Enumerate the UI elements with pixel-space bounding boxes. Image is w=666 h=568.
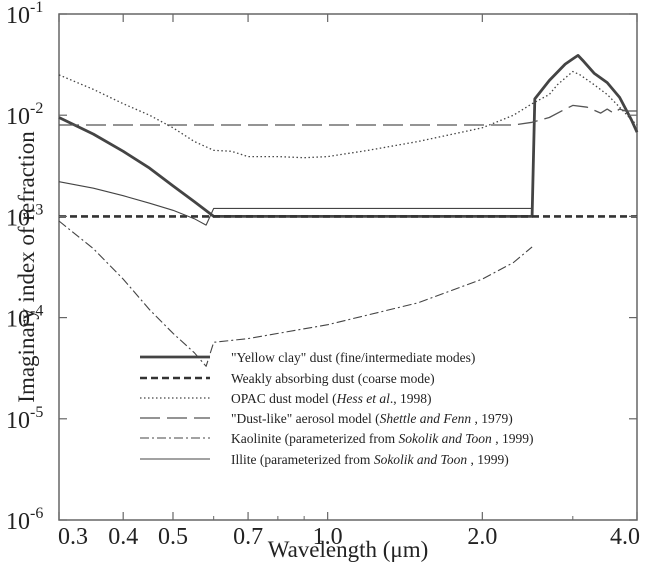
legend: "Yellow clay" dust (fine/intermediate mo… — [140, 350, 533, 467]
y-tick-label: 10-5 — [6, 404, 43, 434]
ticks-layer: 0.3 0.4 0.5 0.7 1.0 2.0 4.0 10-6 10-5 10-4 10-3 10-… — [6, 0, 640, 550]
legend-label-1: "Yellow clay" dust (fine/intermediate mo… — [231, 350, 475, 365]
legend-label-5: Kaolinite (parameterized from Sokolik an… — [231, 431, 533, 446]
x-tick-label: 0.7 — [233, 524, 263, 550]
plot-frame — [58, 13, 638, 521]
y-tick-label: 10-6 — [6, 505, 43, 535]
y-axis-title: Imaginary index of refraction — [14, 131, 39, 403]
series-line-5 — [58, 220, 533, 367]
series-line-4 — [59, 104, 637, 126]
y-tick-label: 10-1 — [6, 0, 43, 29]
series-line-6 — [58, 181, 533, 226]
y-tick-label: 10-3 — [6, 201, 43, 231]
x-tick-label: 4.0 — [610, 524, 640, 550]
x-tick-label: 0.3 — [58, 524, 88, 550]
series-layer — [58, 54, 639, 367]
x-axis-title: Wavelength (μm) — [268, 537, 429, 562]
legend-label-6: Illite (parameterized from Sokolik and T… — [231, 452, 509, 467]
series-line-3 — [58, 70, 638, 159]
x-tick-label: 0.4 — [108, 524, 138, 550]
series-line-1 — [58, 54, 639, 218]
legend-label-4: "Dust-like" aerosol model (Shettle and F… — [231, 411, 513, 426]
x-tick-label: 0.5 — [158, 524, 188, 550]
x-tick-label: 1.0 — [313, 524, 343, 550]
y-tick-label: 10-4 — [6, 303, 43, 333]
legend-label-2: Weakly absorbing dust (coarse mode) — [231, 371, 435, 386]
y-tick-label: 10-2 — [6, 100, 43, 130]
legend-label-3: OPAC dust model (Hess et al., 1998) — [231, 391, 432, 406]
x-tick-label: 2.0 — [467, 524, 497, 550]
